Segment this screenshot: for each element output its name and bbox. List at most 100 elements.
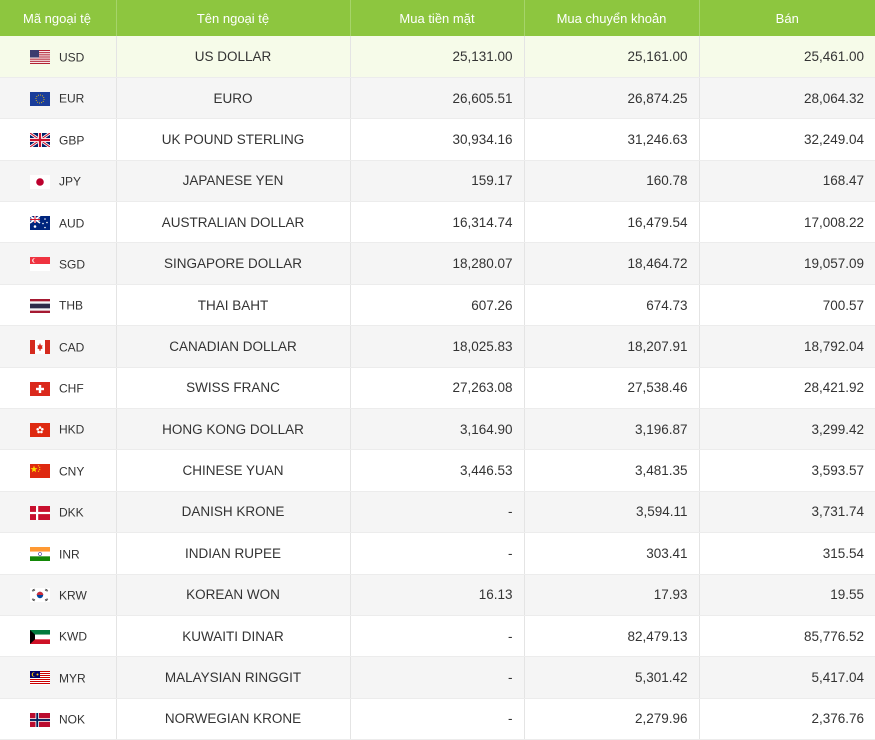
sell-rate: 28,421.92 xyxy=(699,367,875,410)
cash-buy-rate: 3,446.53 xyxy=(350,449,525,492)
currency-name: CANADIAN DOLLAR xyxy=(116,325,351,368)
currency-code: THB xyxy=(59,298,83,313)
us-flag-icon xyxy=(30,50,50,65)
cash-buy-rate: - xyxy=(350,532,525,575)
cash-buy-rate: 25,131.00 xyxy=(350,36,525,78)
currency-name: SWISS FRANC xyxy=(116,367,351,410)
transfer-buy-rate: 27,538.46 xyxy=(524,367,700,410)
cash-buy-rate: - xyxy=(350,491,525,534)
table-row: CHF SWISS FRANC 27,263.08 27,538.46 28,4… xyxy=(0,367,875,410)
table-header: Mã ngoại tệ Tên ngoại tệ Mua tiền mặt Mu… xyxy=(0,0,875,36)
cash-buy-rate: 607.26 xyxy=(350,284,525,327)
cash-buy-rate: 30,934.16 xyxy=(350,118,525,161)
sell-rate: 19,057.09 xyxy=(699,242,875,285)
currency-code: DKK xyxy=(59,505,84,520)
table-row: INR INDIAN RUPEE - 303.41 315.54 xyxy=(0,532,875,575)
currency-code-cell: GBP xyxy=(0,118,117,161)
denmark-flag-icon xyxy=(30,505,50,520)
currency-name: JAPANESE YEN xyxy=(116,160,351,203)
header-sell: Bán xyxy=(775,10,799,26)
australia-flag-icon xyxy=(30,215,50,230)
currency-code-cell: HKD xyxy=(0,408,117,451)
table-row: NOK NORWEGIAN KRONE - 2,279.96 2,376.76 xyxy=(0,698,875,740)
header-transfer-buy: Mua chuyển khoản xyxy=(524,0,700,36)
sell-rate: 3,731.74 xyxy=(699,491,875,534)
currency-code-cell: DKK xyxy=(0,491,117,534)
currency-name: AUSTRALIAN DOLLAR xyxy=(116,201,351,244)
table-row: AUD AUSTRALIAN DOLLAR 16,314.74 16,479.5… xyxy=(0,201,875,244)
cash-buy-rate: 16,314.74 xyxy=(350,201,525,244)
cash-buy-rate: 27,263.08 xyxy=(350,367,525,410)
sell-rate: 3,299.42 xyxy=(699,408,875,451)
eu-flag-icon xyxy=(30,91,50,106)
header-row: Mã ngoại tệ Tên ngoại tệ Mua tiền mặt Mu… xyxy=(0,0,875,36)
sell-rate: 25,461.00 xyxy=(699,36,875,78)
table-row: GBP UK POUND STERLING 30,934.16 31,246.6… xyxy=(0,118,875,161)
cash-buy-rate: 18,280.07 xyxy=(350,242,525,285)
currency-code-cell: USD xyxy=(0,36,117,78)
singapore-flag-icon xyxy=(30,257,50,272)
cash-buy-rate: 18,025.83 xyxy=(350,325,525,368)
sell-rate: 5,417.04 xyxy=(699,656,875,699)
currency-code: HKD xyxy=(59,422,85,437)
table-row: JPY JAPANESE YEN 159.17 160.78 168.47 xyxy=(0,160,875,203)
currency-code-cell: MYR xyxy=(0,656,117,699)
cash-buy-rate: 16.13 xyxy=(350,574,525,616)
transfer-buy-rate: 18,207.91 xyxy=(524,325,700,368)
currency-name: KUWAITI DINAR xyxy=(116,615,351,658)
currency-code-cell: INR xyxy=(0,532,117,575)
table-row: MYR MALAYSIAN RINGGIT - 5,301.42 5,417.0… xyxy=(0,656,875,699)
header-currency-name: Tên ngoại tệ xyxy=(116,0,351,36)
table-row: KWD KUWAITI DINAR - 82,479.13 85,776.52 xyxy=(0,615,875,658)
transfer-buy-rate: 31,246.63 xyxy=(524,118,700,161)
currency-name: US DOLLAR xyxy=(116,36,351,78)
transfer-buy-rate: 5,301.42 xyxy=(524,656,700,699)
currency-code: SGD xyxy=(59,257,86,272)
sell-rate: 315.54 xyxy=(699,532,875,575)
cash-buy-rate: - xyxy=(350,615,525,658)
header-cash-buy: Mua tiền mặt xyxy=(350,0,525,36)
currency-code-cell: CAD xyxy=(0,325,117,368)
cash-buy-rate: 3,164.90 xyxy=(350,408,525,451)
sell-rate: 85,776.52 xyxy=(699,615,875,658)
sell-rate: 2,376.76 xyxy=(699,698,875,740)
currency-code: USD xyxy=(59,50,85,65)
table-row: HKD HONG KONG DOLLAR 3,164.90 3,196.87 3… xyxy=(0,408,875,451)
currency-name: UK POUND STERLING xyxy=(116,118,351,161)
currency-name: INDIAN RUPEE xyxy=(116,532,351,575)
sell-rate: 19.55 xyxy=(699,574,875,616)
japan-flag-icon xyxy=(30,174,50,189)
currency-code: INR xyxy=(59,547,80,562)
currency-name: THAI BAHT xyxy=(116,284,351,327)
currency-code: CAD xyxy=(59,340,85,355)
currency-code: GBP xyxy=(59,133,85,148)
cash-buy-rate: 159.17 xyxy=(350,160,525,203)
transfer-buy-rate: 303.41 xyxy=(524,532,700,575)
currency-code-cell: NOK xyxy=(0,698,117,740)
transfer-buy-rate: 25,161.00 xyxy=(524,36,700,78)
transfer-buy-rate: 3,196.87 xyxy=(524,408,700,451)
sell-rate: 168.47 xyxy=(699,160,875,203)
transfer-buy-rate: 160.78 xyxy=(524,160,700,203)
currency-code-cell: THB xyxy=(0,284,117,327)
transfer-buy-rate: 3,594.11 xyxy=(524,491,700,534)
currency-name: MALAYSIAN RINGGIT xyxy=(116,656,351,699)
currency-code-cell: CHF xyxy=(0,367,117,410)
currency-code-cell: JPY xyxy=(0,160,117,203)
transfer-buy-rate: 2,279.96 xyxy=(524,698,700,740)
currency-name: SINGAPORE DOLLAR xyxy=(116,242,351,285)
canada-flag-icon xyxy=(30,340,50,355)
currency-name: EURO xyxy=(116,77,351,120)
transfer-buy-rate: 3,481.35 xyxy=(524,449,700,492)
china-flag-icon xyxy=(30,464,50,479)
malaysia-flag-icon xyxy=(30,671,50,686)
currency-code: AUD xyxy=(59,215,85,230)
korea-flag-icon xyxy=(30,588,50,603)
header-currency-code: Mã ngoại tệ xyxy=(0,0,117,36)
currency-code: NOK xyxy=(59,712,86,727)
norway-flag-icon xyxy=(30,712,50,727)
currency-code-cell: EUR xyxy=(0,77,117,120)
table-row: SGD SINGAPORE DOLLAR 18,280.07 18,464.72… xyxy=(0,242,875,285)
transfer-buy-rate: 16,479.54 xyxy=(524,201,700,244)
